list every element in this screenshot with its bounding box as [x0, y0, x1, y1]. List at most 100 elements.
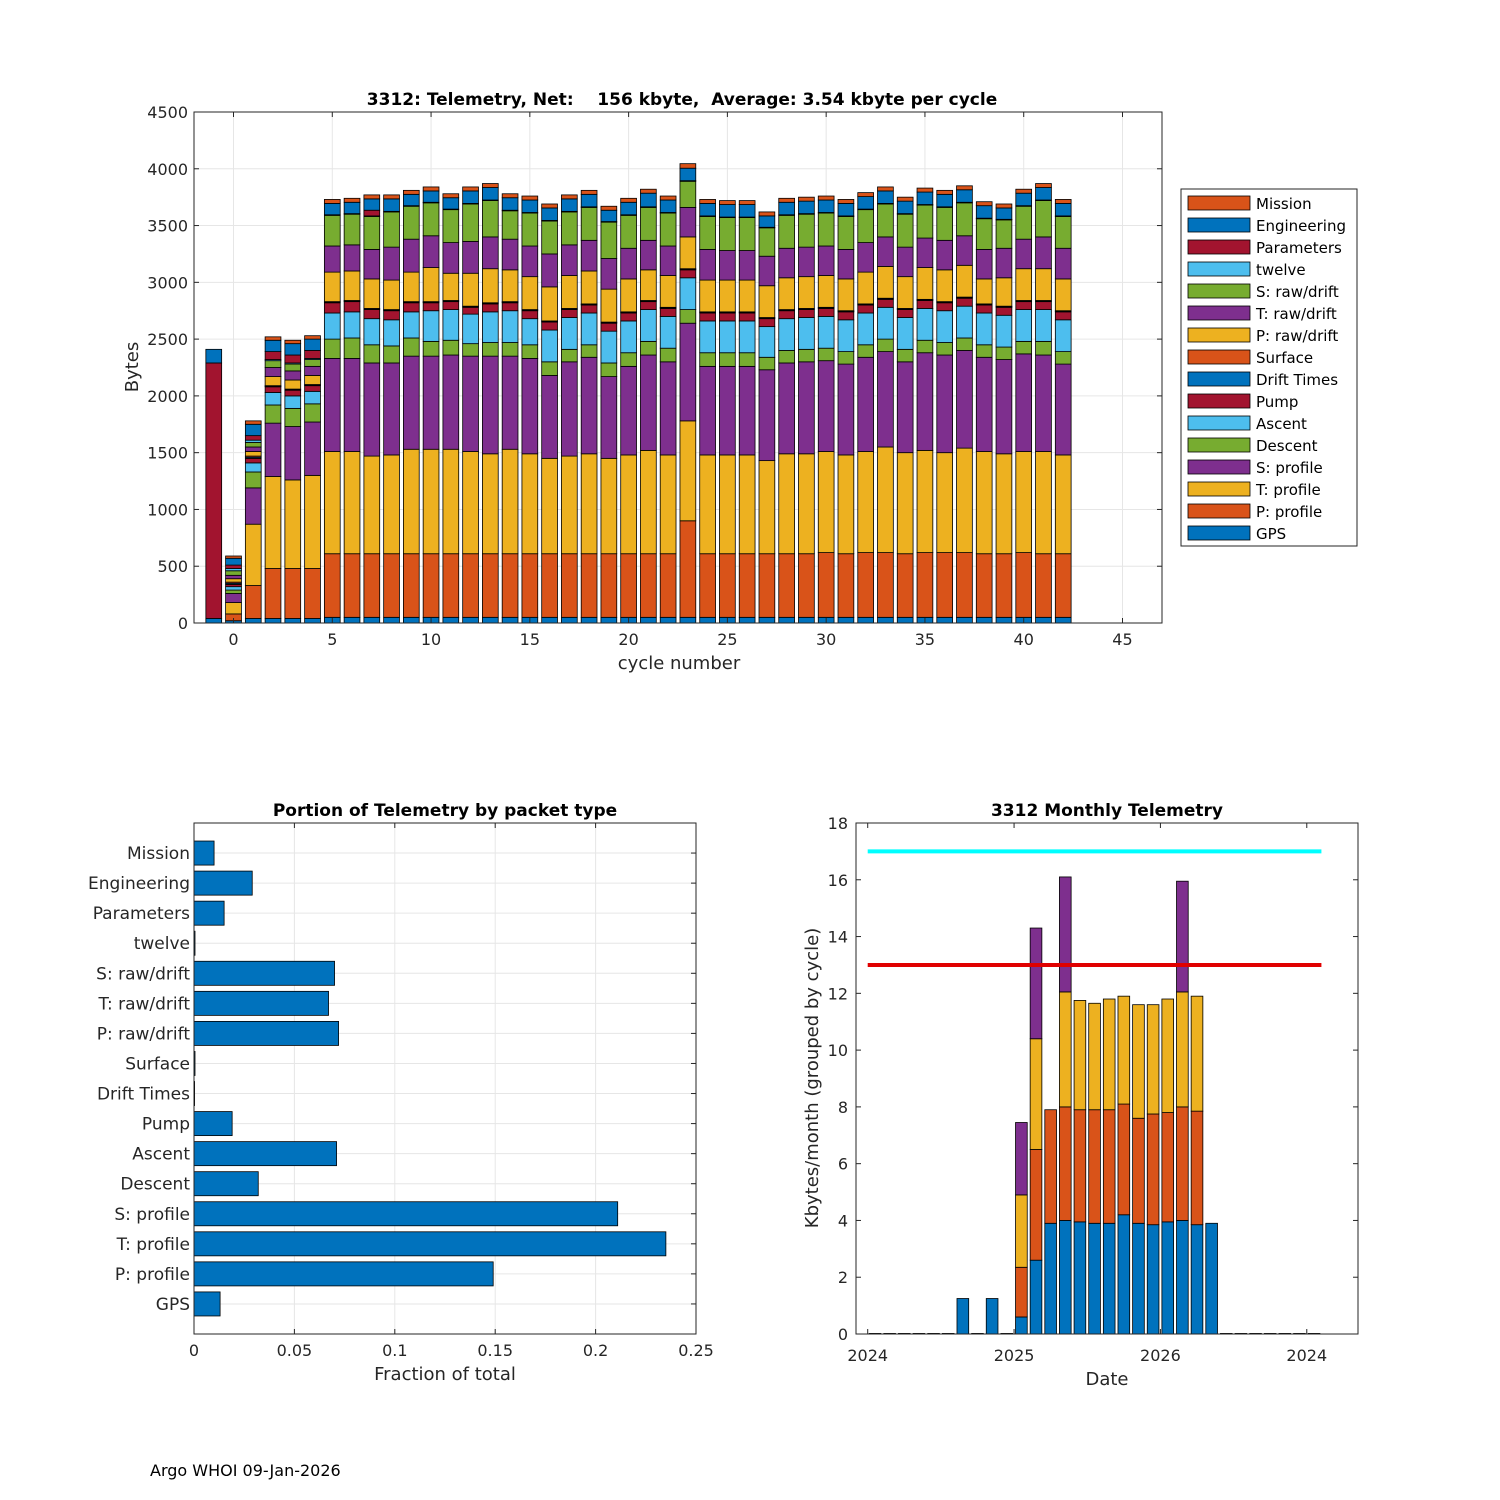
bar-segment-pump [383, 310, 400, 321]
bar-segment-s-raw-drift [778, 214, 795, 249]
monthly-telemetry-chart: 0 2 4 6 8 10 12 14 16 18 2024 2025 2026 2024 3312 Mon… [802, 801, 1359, 1390]
bar-segment-mission [264, 336, 282, 341]
bar-segment-t-raw-drift [600, 258, 618, 290]
bar-segment-s-profile [541, 375, 558, 459]
bar-segment-mission [857, 192, 874, 197]
bar-segment-ascent [1035, 309, 1052, 342]
bar-segment-engineering [679, 167, 697, 182]
bar-segment-descent [817, 347, 835, 362]
bar-segment-descent [857, 344, 874, 358]
bar-segment-gps [778, 616, 795, 624]
bar-segment-engineering [541, 207, 558, 221]
bar-segment-s-raw-drift [699, 216, 716, 250]
bar-segment-t-profile [640, 449, 657, 555]
month-bar-segment [1132, 1222, 1145, 1335]
bar-segment-p-profile [916, 552, 934, 618]
bar-segment-s-raw-drift [916, 204, 934, 239]
bar-segment-t-raw-drift [482, 236, 499, 270]
bar-segment-mission [343, 197, 361, 203]
bar-segment-p-profile [343, 553, 361, 618]
bar-segment-t-profile [501, 448, 519, 555]
bar-segment-mission [916, 187, 934, 193]
bar-segment-gps [501, 616, 519, 624]
bar-segment-pump [343, 301, 361, 313]
bar-segment-p-profile [719, 553, 736, 618]
bl-category-label: Parameters [93, 904, 190, 924]
bar-segment-s-raw-drift [1015, 205, 1033, 240]
bar-segment-s-raw-drift [857, 209, 874, 243]
bar-segment-p-raw-drift [640, 269, 657, 301]
month-bar-segment [1059, 1220, 1072, 1335]
bar-segment-p-profile [679, 520, 697, 618]
bar-segment-descent [422, 340, 440, 357]
br-bars [868, 876, 1321, 1335]
legend-label-gps: GPS [1256, 525, 1286, 543]
bar-segment-ascent [916, 308, 934, 341]
bar-segment-engineering [640, 192, 657, 208]
bar-segment-s-raw-drift [244, 442, 262, 448]
bar-segment-pump [1015, 301, 1033, 310]
bar-segment-gps [877, 616, 894, 624]
bar-segment-pump [798, 309, 815, 318]
bar-segment-t-raw-drift [659, 245, 677, 276]
bar-segment-s-profile [640, 354, 657, 451]
bar-segment-s-raw-drift [798, 213, 815, 248]
bar-segment-s-raw-drift [383, 211, 400, 248]
bar-segment-t-raw-drift [877, 236, 894, 267]
bar-segment-t-profile [323, 451, 341, 555]
month-bar-segment [1146, 1004, 1160, 1115]
bar-segment-t-raw-drift [837, 249, 855, 280]
bar-segment-gps [837, 616, 855, 624]
bl-category-label: T: raw/drift [97, 994, 190, 1014]
bar-segment-descent [877, 338, 894, 353]
bar-segment-s-profile [462, 355, 479, 452]
bar-engineering [193, 870, 253, 896]
bar-segment-mission [600, 205, 618, 211]
bar-segment-engineering [442, 197, 460, 210]
bar-segment-pump [995, 306, 1013, 316]
bar-segment-p-raw-drift [778, 277, 795, 310]
bar-segment-mission [679, 163, 697, 169]
bl-axes-frame [193, 822, 697, 1335]
bar-segment-s-profile [877, 351, 894, 448]
bar-segment-engineering [462, 190, 479, 204]
bar-segment-pump [323, 302, 341, 314]
month-bar-segment [1190, 1110, 1204, 1226]
bar-segment-engineering [916, 191, 934, 205]
bar-segment-s-raw-drift [304, 359, 321, 367]
bar-segment-t-profile [778, 453, 795, 555]
bar-segment-t-raw-drift [699, 249, 716, 281]
bar-segment-t-profile [659, 454, 677, 555]
bar-segment-descent [304, 403, 321, 423]
month-bar-segment [1176, 1220, 1189, 1335]
bar-segment-descent [561, 348, 578, 363]
bar-segment-t-profile [442, 448, 460, 555]
bar-segment-ascent [659, 315, 677, 349]
bar-segment-mission [422, 186, 440, 192]
bar-segment-p-profile [857, 552, 874, 618]
top-y-axis-label: Bytes [122, 342, 143, 393]
bar-segment-t-raw-drift [857, 242, 874, 273]
bar-segment-t-profile [1035, 451, 1052, 555]
bar-segment-mission [541, 203, 558, 209]
bar-segment-ascent [837, 319, 855, 353]
bar-segment-pump [837, 311, 855, 321]
bar-mission [193, 840, 215, 866]
bar-segment-parameters [304, 350, 321, 359]
bar-segment-mission [837, 199, 855, 204]
br-xtick-label: 2024 [1286, 1346, 1327, 1365]
bar-segment-engineering [363, 198, 381, 211]
month-bar-segment [1073, 1109, 1087, 1223]
bar-segment-s-profile [975, 356, 993, 452]
bar-segment-p-profile [383, 553, 400, 618]
br-ytick-label: 16 [828, 871, 848, 890]
bar-segment-p-profile [620, 553, 637, 618]
bar-segment-pump [580, 304, 598, 314]
bar-segment-mission [995, 203, 1013, 209]
bar-segment-s-raw-drift [343, 213, 361, 246]
bar-segment-gps [798, 616, 815, 624]
bar-segment-ascent [284, 395, 302, 409]
bar-segment-p-raw-drift [837, 278, 855, 312]
bar-segment-pump [699, 312, 716, 322]
bar-segment-gps [896, 616, 914, 624]
